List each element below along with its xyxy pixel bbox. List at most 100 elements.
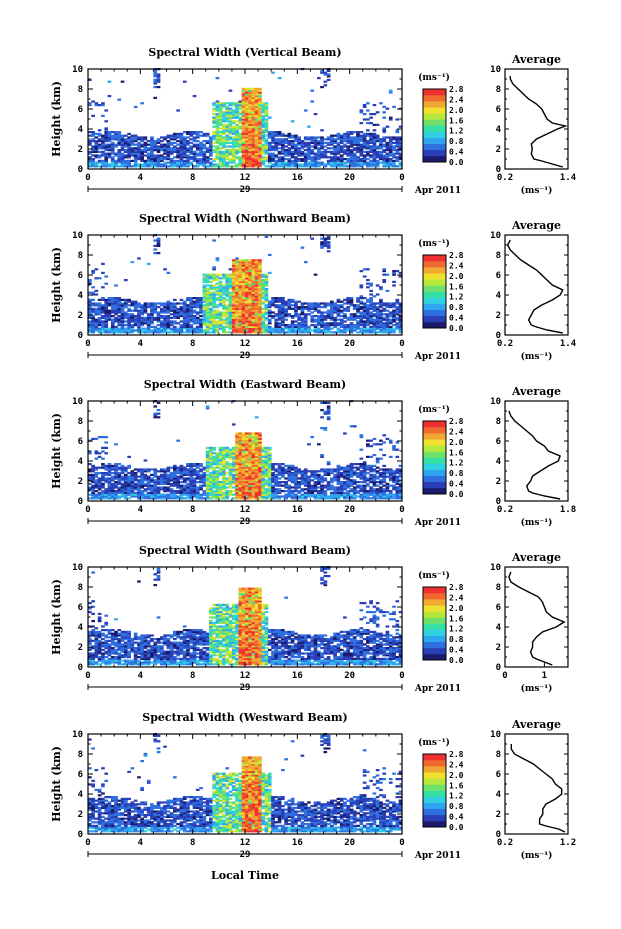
avg-y-tick-label: 6 bbox=[496, 437, 501, 447]
x-tick-label: 16 bbox=[292, 671, 303, 681]
y-tick-label: 4 bbox=[78, 457, 84, 467]
colorbar-tick-label: 1.2 bbox=[449, 792, 464, 801]
avg-y-tick-label: 2 bbox=[496, 311, 501, 321]
heatmap-cells bbox=[88, 234, 403, 334]
x-tick-label: 0 bbox=[399, 173, 404, 183]
x-tick-label: 0 bbox=[399, 671, 404, 681]
colorbar-tick-label: 2.4 bbox=[449, 593, 464, 602]
y-tick-label: 10 bbox=[72, 730, 83, 740]
avg-x-tick-label: 1.4 bbox=[560, 339, 577, 349]
colorbar-tick-label: 1.6 bbox=[449, 781, 464, 790]
avg-y-tick-label: 10 bbox=[490, 397, 501, 407]
avg-y-tick-label: 2 bbox=[496, 477, 501, 487]
colorbar-tick-label: 2.8 bbox=[449, 750, 464, 759]
colorbar-tick-label: 1.2 bbox=[449, 127, 464, 136]
panel-4: Spectral Width (Westward Beam)0 4 8 12 16 20 0… bbox=[50, 711, 576, 861]
avg-y-tick-label: 8 bbox=[496, 583, 501, 593]
colorbar-tick-label: 1.6 bbox=[449, 116, 464, 125]
x-tick-label: 20 bbox=[344, 173, 355, 183]
colorbar-tick-label: 1.6 bbox=[449, 614, 464, 623]
avg-x-tick-label: 0.2 bbox=[497, 505, 513, 515]
avg-y-tick-label: 2 bbox=[496, 145, 501, 155]
x-tick-label: 0 bbox=[85, 505, 90, 515]
avg-y-tick-label: 4 bbox=[496, 457, 502, 467]
x-tick-label: 8 bbox=[190, 671, 195, 681]
average-profile-line bbox=[510, 744, 566, 833]
heatmap-cells bbox=[88, 566, 403, 666]
y-tick-label: 8 bbox=[78, 750, 83, 760]
x-tick-label: 0 bbox=[85, 671, 90, 681]
month-label: Apr 2011 bbox=[414, 352, 461, 362]
y-tick-label: 6 bbox=[78, 603, 83, 613]
avg-x-tick-label: 1.4 bbox=[560, 173, 577, 183]
colorbar-tick-label: 2.4 bbox=[449, 760, 464, 769]
colorbar-tick-label: 1.2 bbox=[449, 459, 464, 468]
avg-y-tick-label: 10 bbox=[490, 231, 501, 241]
avg-y-tick-label: 10 bbox=[490, 65, 501, 75]
y-tick-label: 4 bbox=[78, 291, 84, 301]
y-tick-label: 0 bbox=[78, 830, 83, 840]
colorbar-unit: (ms⁻¹) bbox=[418, 72, 450, 83]
panel-title: Spectral Width (Westward Beam) bbox=[142, 711, 347, 724]
x-tick-label: 20 bbox=[344, 339, 355, 349]
y-tick-label: 4 bbox=[78, 125, 84, 135]
day-label: 29 bbox=[240, 351, 251, 361]
avg-y-tick-label: 8 bbox=[496, 417, 501, 427]
heatmap-cells bbox=[88, 68, 403, 168]
x-tick-label: 0 bbox=[399, 505, 404, 515]
x-tick-label: 4 bbox=[138, 339, 144, 349]
colorbar-tick-label: 2.0 bbox=[449, 771, 464, 780]
colorbar-tick-label: 0.4 bbox=[449, 480, 464, 489]
y-tick-label: 10 bbox=[72, 563, 83, 573]
colorbar-tick-label: 0.4 bbox=[449, 314, 464, 323]
colorbar-tick-label: 1.2 bbox=[449, 625, 464, 634]
panel-title: Spectral Width (Vertical Beam) bbox=[148, 46, 341, 59]
day-label: 29 bbox=[240, 185, 251, 195]
colorbar-tick-label: 2.8 bbox=[449, 85, 464, 94]
avg-y-tick-label: 4 bbox=[496, 125, 502, 135]
y-tick-label: 2 bbox=[78, 145, 83, 155]
x-tick-label: 8 bbox=[190, 339, 195, 349]
x-tick-label: 0 bbox=[399, 339, 404, 349]
avg-y-tick-label: 6 bbox=[496, 603, 501, 613]
y-tick-label: 8 bbox=[78, 85, 83, 95]
colorbar-tick-label: 1.2 bbox=[449, 293, 464, 302]
y-axis-label: Height (km) bbox=[50, 413, 63, 489]
colorbar: 2.82.4 2.01.6 1.20.8 0.40.0 bbox=[422, 750, 464, 832]
panel-title: Spectral Width (Southward Beam) bbox=[139, 544, 351, 557]
average-profile-line bbox=[508, 410, 561, 500]
avg-y-tick-label: 2 bbox=[496, 810, 501, 820]
colorbar-tick-label: 1.6 bbox=[449, 448, 464, 457]
x-tick-label: 12 bbox=[240, 339, 251, 349]
colorbar-tick-label: 2.4 bbox=[449, 261, 464, 270]
avg-y-tick-label: 0 bbox=[496, 663, 501, 673]
avg-x-label: (ms⁻¹) bbox=[521, 850, 553, 861]
colorbar-tick-label: 0.4 bbox=[449, 813, 464, 822]
panel-1: Spectral Width (Northward Beam)0 4 8 12 16 20… bbox=[50, 212, 577, 362]
x-tick-label: 20 bbox=[344, 505, 355, 515]
x-tick-label: 0 bbox=[85, 173, 90, 183]
x-tick-label: 20 bbox=[344, 838, 355, 848]
y-axis-label: Height (km) bbox=[50, 81, 63, 157]
avg-y-tick-label: 4 bbox=[496, 291, 502, 301]
colorbar-tick-label: 0.8 bbox=[449, 137, 464, 146]
average-title: Average bbox=[511, 385, 561, 398]
average-title: Average bbox=[511, 551, 561, 564]
colorbar-tick-label: 0.8 bbox=[449, 635, 464, 644]
day-label: 29 bbox=[240, 850, 251, 860]
colorbar-tick-label: 0.4 bbox=[449, 148, 464, 157]
colorbar-tick-label: 2.8 bbox=[449, 251, 464, 260]
colorbar-tick-label: 2.0 bbox=[449, 106, 464, 115]
average-profile: Average 0 2 4 6 8 10 0.2 1.4 (ms⁻¹) bbox=[490, 53, 577, 196]
y-tick-label: 4 bbox=[78, 623, 84, 633]
average-profile: Average 0 2 4 6 8 10 0.2 1.8 (ms⁻¹) bbox=[490, 385, 576, 528]
x-tick-label: 4 bbox=[138, 173, 144, 183]
panel-title: Spectral Width (Northward Beam) bbox=[139, 212, 351, 225]
avg-x-label: (ms⁻¹) bbox=[521, 517, 553, 528]
x-tick-label: 0 bbox=[399, 838, 404, 848]
avg-x-tick-label: 1.2 bbox=[560, 838, 576, 848]
avg-x-label: (ms⁻¹) bbox=[521, 351, 553, 362]
panel-0: Spectral Width (Vertical Beam)0 4 8 12 16 20 0… bbox=[50, 46, 577, 196]
y-axis-label: Height (km) bbox=[50, 579, 63, 655]
